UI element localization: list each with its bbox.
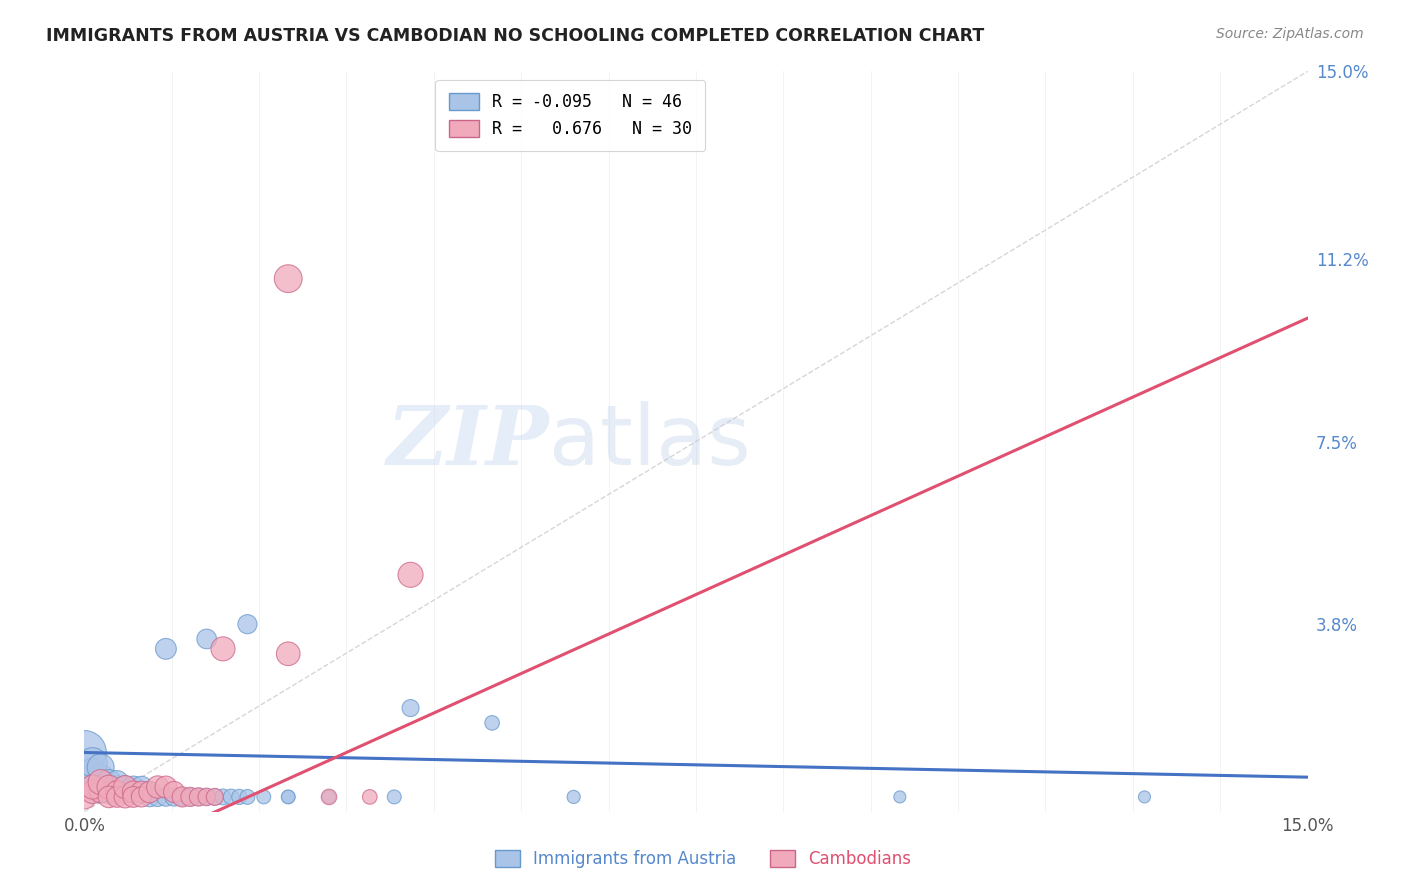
Point (228, 789, 250, 804)
Point (122, 785, 145, 799)
Point (97, 785, 120, 799)
Point (195, 789, 218, 804)
Point (146, 780, 169, 794)
Point (219, 789, 242, 804)
Point (277, 789, 299, 804)
Point (131, 780, 153, 794)
Point (399, 567, 422, 582)
Point (90, 775, 112, 789)
Point (82, 780, 104, 794)
Point (155, 789, 177, 804)
Legend: R = -0.095   N = 46, R =   0.676   N = 30: R = -0.095 N = 46, R = 0.676 N = 30 (436, 79, 706, 151)
Point (122, 789, 145, 804)
Text: Source: ZipAtlas.com: Source: ZipAtlas.com (1216, 27, 1364, 41)
Point (97, 780, 120, 794)
Point (562, 789, 585, 804)
Point (138, 785, 160, 799)
Point (212, 641, 235, 656)
Point (889, 789, 911, 804)
Point (82, 780, 104, 794)
Point (73, 746, 96, 760)
Point (138, 789, 160, 804)
Point (90, 760, 112, 774)
Point (195, 789, 218, 804)
Point (105, 789, 128, 804)
Point (122, 785, 145, 799)
Point (187, 789, 209, 804)
Point (382, 789, 405, 804)
Point (105, 775, 128, 789)
Point (318, 789, 340, 804)
Point (195, 632, 218, 646)
Point (236, 617, 259, 632)
Point (204, 789, 226, 804)
Point (481, 715, 503, 730)
Point (318, 789, 340, 804)
Point (82, 756, 104, 770)
Point (97, 775, 120, 789)
Point (399, 701, 422, 715)
Point (163, 785, 186, 799)
Point (114, 780, 136, 794)
Point (172, 789, 194, 804)
Point (155, 641, 177, 656)
Point (179, 789, 201, 804)
Point (90, 780, 112, 794)
Point (90, 770, 112, 784)
Point (277, 789, 299, 804)
Point (131, 785, 153, 799)
Point (114, 785, 136, 799)
Text: IMMIGRANTS FROM AUSTRIA VS CAMBODIAN NO SCHOOLING COMPLETED CORRELATION CHART: IMMIGRANTS FROM AUSTRIA VS CAMBODIAN NO … (46, 27, 984, 45)
Point (82, 765, 104, 780)
Point (114, 789, 136, 804)
Point (212, 789, 235, 804)
Text: ZIP: ZIP (387, 401, 550, 482)
Point (236, 789, 259, 804)
Point (105, 785, 128, 799)
Point (138, 785, 160, 799)
Point (359, 789, 381, 804)
Point (131, 789, 153, 804)
Point (82, 785, 104, 799)
Point (155, 780, 177, 794)
Point (1133, 789, 1156, 804)
Point (179, 789, 201, 804)
Point (277, 271, 299, 285)
Point (172, 789, 194, 804)
Point (114, 780, 136, 794)
Point (131, 785, 153, 799)
Point (187, 789, 209, 804)
Point (253, 789, 276, 804)
Legend: Immigrants from Austria, Cambodians: Immigrants from Austria, Cambodians (488, 843, 918, 875)
Point (146, 789, 169, 804)
Point (122, 780, 145, 794)
Point (90, 785, 112, 799)
Point (90, 785, 112, 799)
Point (97, 789, 120, 804)
Point (97, 780, 120, 794)
Point (163, 789, 186, 804)
Text: atlas: atlas (550, 401, 751, 482)
Point (73, 789, 96, 804)
Point (204, 789, 226, 804)
Point (105, 780, 128, 794)
Point (277, 647, 299, 661)
